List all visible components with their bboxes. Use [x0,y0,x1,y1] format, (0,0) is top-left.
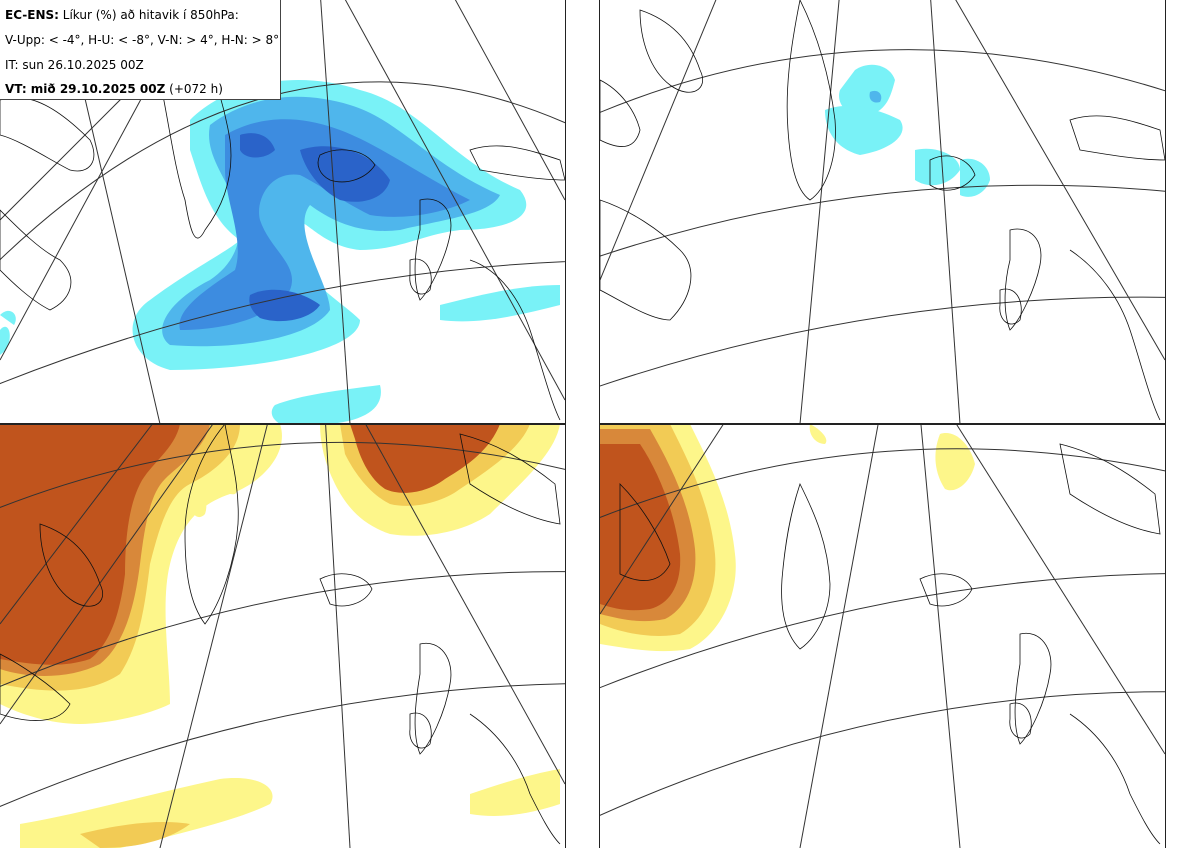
panel-divider-horizontal [0,423,566,425]
map-panel-top-right: 1009565355 [600,0,1165,424]
valid-time: VT: mið 29.10.2025 00Z [5,82,166,96]
init-time: IT: sun 26.10.2025 00Z [5,58,144,72]
thresholds: V-Upp: < -4°, H-U: < -8°, V-N: > 4°, H-N… [5,33,280,47]
title-line-1: EC-ENS: Líkur (%) að hitavik í 850hPa: [5,8,239,22]
panel-border-right-top [1165,0,1166,424]
probability-map-cold-strong [0,0,565,424]
probability-fill [0,424,560,848]
graticule [600,424,1165,848]
description: Líkur (%) að hitavik í 850hPa: [62,8,239,22]
title-line-4: VT: mið 29.10.2025 00Z (+072 h) [5,82,223,96]
panel-border-left [565,0,566,424]
coastlines [619,443,1161,845]
map-panel-bottom-left: 1009565355 [0,424,565,848]
map-panel-top-left: 1009565355 [0,0,565,424]
panel-border-left-2 [599,0,600,424]
lead-time: (+072 h) [169,82,223,96]
panel-border-right-bottom [1165,424,1166,848]
probability-fill [600,424,975,652]
map-panel-bottom-right: 1009565355 [600,424,1165,848]
probability-map-cold-extreme [600,0,1165,424]
probability-map-warm-extreme [600,424,1165,848]
coastlines [600,0,1165,421]
model-name: EC-ENS: [5,8,59,22]
probability-map-warm-strong [0,424,565,848]
panel-border-left-bottom [565,424,566,848]
graticule [0,424,565,848]
graticule [600,0,1165,424]
probability-fill [0,80,560,424]
probability-fill [825,64,990,197]
coastlines [0,424,561,845]
panel-separator-vertical [566,0,567,848]
map-title-box: EC-ENS: Líkur (%) að hitavik í 850hPa: V… [0,0,281,100]
panel-divider-horizontal-2 [600,423,1166,425]
panel-border-left-bottom-2 [599,424,600,848]
